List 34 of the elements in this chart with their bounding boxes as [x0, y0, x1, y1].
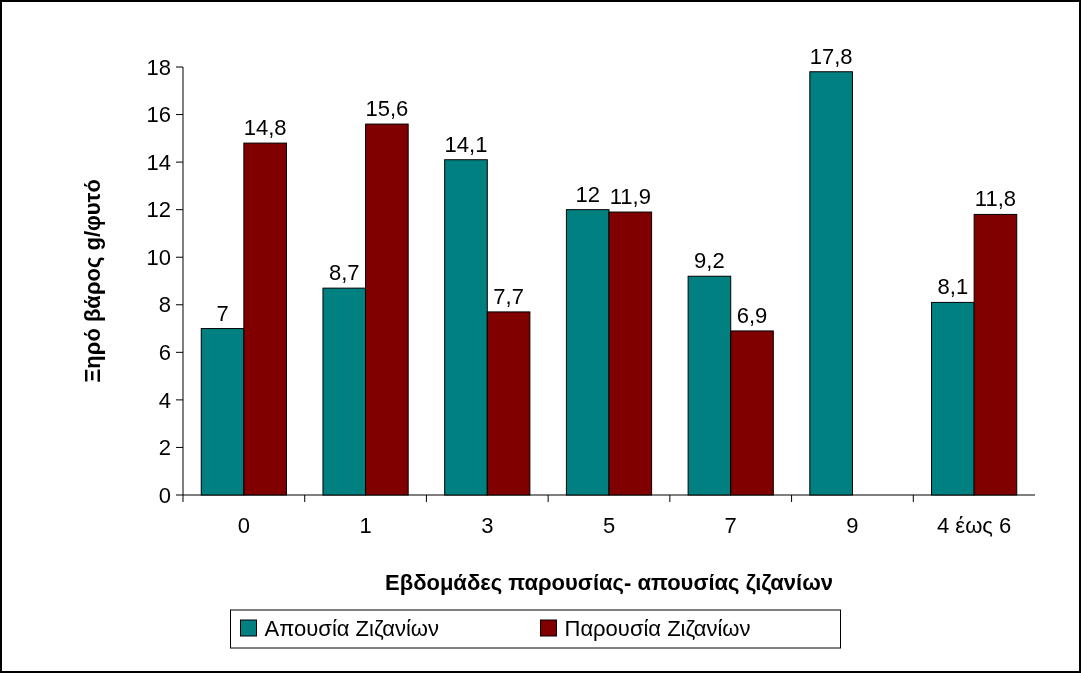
data-label: 8,1: [937, 274, 969, 300]
x-tick-label: 7: [724, 513, 737, 538]
y-tick-label: 2: [158, 435, 171, 461]
y-tick-label: 16: [146, 102, 171, 128]
x-tick-label: 0: [237, 513, 250, 538]
y-tick-label: 14: [146, 149, 171, 175]
data-label: 6,9: [736, 302, 768, 328]
data-label: 11,9: [609, 184, 651, 210]
data-label: 14,1: [444, 131, 488, 157]
y-tick-label: 10: [146, 244, 171, 270]
x-tick-label: 4 έως 6: [936, 513, 1012, 538]
y-tick-label: 6: [158, 340, 171, 366]
y-tick-label: 12: [146, 197, 171, 223]
data-label: 7: [216, 300, 229, 326]
x-tick-label: 3: [481, 513, 494, 538]
x-tick-label: 9: [846, 513, 859, 538]
x-axis-title: Εβδομάδες παρουσίας- απουσίας ζιζανίων: [385, 570, 833, 595]
data-label: 15,6: [365, 96, 409, 122]
y-tick-label: 0: [158, 482, 171, 508]
data-label: 9,2: [694, 248, 725, 274]
y-tick-label: 4: [158, 387, 171, 413]
y-axis-title: Ξηρό βάρος g/φυτό: [80, 179, 105, 383]
y-tick-label: 18: [146, 54, 171, 80]
data-label: 8,7: [328, 260, 360, 286]
data-label: 11,8: [974, 186, 1017, 212]
x-tick-label: 1: [359, 513, 372, 538]
y-tick-label: 8: [158, 292, 171, 318]
x-tick-label: 5: [602, 513, 616, 538]
data-label: 12: [575, 181, 600, 207]
data-label: 7,7: [493, 283, 524, 309]
legend-label: Παρουσία Ζιζανίων: [564, 615, 751, 641]
data-label: 14,8: [243, 115, 287, 141]
legend-label: Απουσία Ζιζανίων: [264, 615, 439, 641]
data-label: 17,8: [809, 43, 853, 69]
